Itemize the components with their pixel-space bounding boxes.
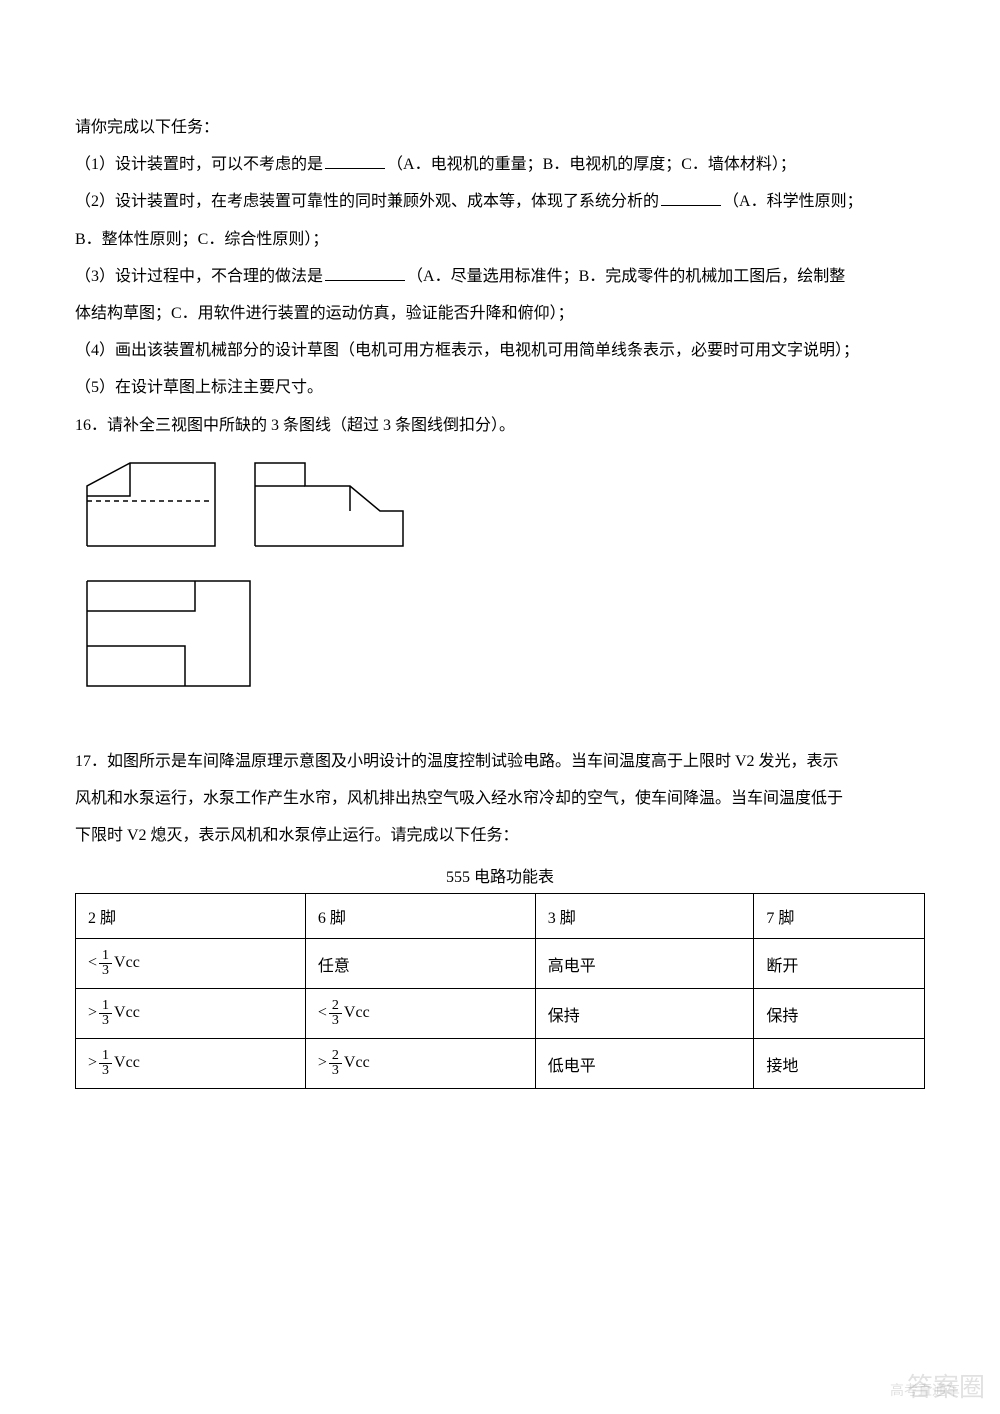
th-pin3: 3 脚 <box>535 894 754 939</box>
cell-pin2: >13Vcc <box>76 989 306 1039</box>
intro-text: 请你完成以下任务： <box>75 110 925 145</box>
function-table: 2 脚 6 脚 3 脚 7 脚 <13Vcc任意高电平断开>13Vcc<23Vc… <box>75 893 925 1089</box>
question-1: （1）设计装置时，可以不考虑的是 （A．电视机的重量；B．电视机的厚度；C．墙体材… <box>75 147 925 182</box>
q1-prefix: （1）设计装置时，可以不考虑的是 <box>75 156 323 173</box>
cell-pin6: >23Vcc <box>305 1039 535 1089</box>
question-17-line1: 17．如图所示是车间降温原理示意图及小明设计的温度控制试验电路。当车间温度高于上… <box>75 744 925 779</box>
th-pin7: 7 脚 <box>754 894 925 939</box>
cell-pin7: 断开 <box>754 939 925 989</box>
q1-blank <box>325 153 385 169</box>
q1-options: （A．电视机的重量；B．电视机的厚度；C．墙体材料）； <box>387 156 796 173</box>
q3-prefix: （3）设计过程中，不合理的做法是 <box>75 268 323 285</box>
cell-pin6: <23Vcc <box>305 989 535 1039</box>
q2-prefix: （2）设计装置时，在考虑装置可靠性的同时兼顾外观、成本等，体现了系统分析的 <box>75 193 659 210</box>
q3-options: （A．尽量选用标准件；B．完成零件的机械加工图后，绘制整 <box>407 268 845 285</box>
question-5: （5）在设计草图上标注主要尺寸。 <box>75 370 925 405</box>
cell-pin2: >13Vcc <box>76 1039 306 1089</box>
question-3-line2: 体结构草图；C．用软件进行装置的运动仿真，验证能否升降和俯仰）； <box>75 296 925 331</box>
cell-pin6: 任意 <box>305 939 535 989</box>
question-17-line3: 下限时 V2 熄灭，表示风机和水泵停止运行。请完成以下任务： <box>75 818 925 853</box>
three-view-svg <box>75 451 435 731</box>
three-view-diagram <box>75 451 925 736</box>
cell-pin7: 接地 <box>754 1039 925 1089</box>
th-pin6: 6 脚 <box>305 894 535 939</box>
q2-blank <box>661 190 721 206</box>
question-2-line1: （2）设计装置时，在考虑装置可靠性的同时兼顾外观、成本等，体现了系统分析的 （A．… <box>75 184 925 219</box>
table-caption: 555 电路功能表 <box>75 863 925 887</box>
question-16: 16．请补全三视图中所缺的 3 条图线（超过 3 条图线倒扣分）。 <box>75 408 925 443</box>
cell-pin7: 保持 <box>754 989 925 1039</box>
q3-blank <box>325 265 405 281</box>
table-row: >13Vcc<23Vcc保持保持 <box>76 989 925 1039</box>
q2-options: （A．科学性原则； <box>723 193 863 210</box>
table-row: >13Vcc>23Vcc低电平接地 <box>76 1039 925 1089</box>
table-row: <13Vcc任意高电平断开 <box>76 939 925 989</box>
cell-pin3: 低电平 <box>535 1039 754 1089</box>
question-2-line2: B．整体性原则；C．综合性原则）； <box>75 222 925 257</box>
question-3-line1: （3）设计过程中，不合理的做法是 （A．尽量选用标准件；B．完成零件的机械加工图后… <box>75 259 925 294</box>
watermark-sub: 高考直通车 <box>890 1380 960 1400</box>
question-17-line2: 风机和水泵运行，水泵工作产生水帘，风机排出热空气吸入经水帘冷却的空气，使车间降温… <box>75 781 925 816</box>
cell-pin3: 高电平 <box>535 939 754 989</box>
cell-pin3: 保持 <box>535 989 754 1039</box>
table-header-row: 2 脚 6 脚 3 脚 7 脚 <box>76 894 925 939</box>
watermark-main: 答案圈 <box>907 1367 985 1404</box>
th-pin2: 2 脚 <box>76 894 306 939</box>
question-4: （4）画出该装置机械部分的设计草图（电机可用方框表示，电视机可用简单线条表示，必… <box>75 333 925 368</box>
cell-pin2: <13Vcc <box>76 939 306 989</box>
